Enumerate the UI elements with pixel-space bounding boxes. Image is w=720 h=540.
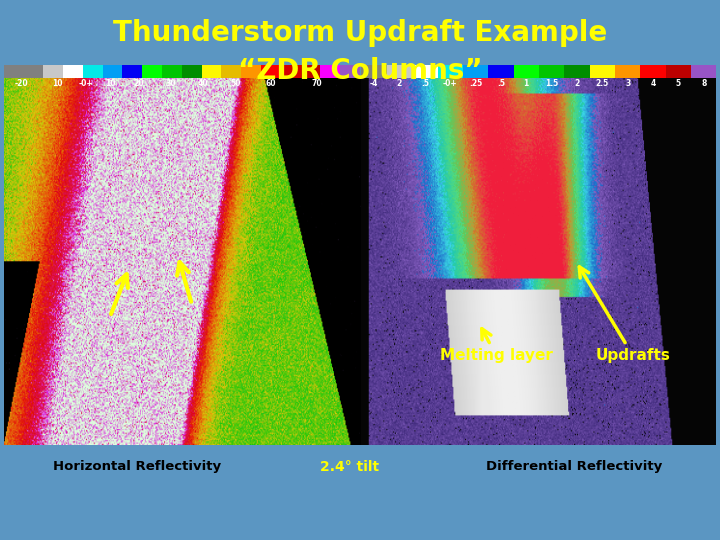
Bar <box>539 65 564 78</box>
Bar <box>615 65 640 78</box>
Bar <box>320 65 340 78</box>
Text: 40: 40 <box>198 79 208 88</box>
Bar <box>438 65 463 78</box>
Text: -4: -4 <box>370 79 378 88</box>
Text: 2: 2 <box>575 79 580 88</box>
Bar <box>122 65 142 78</box>
Bar <box>340 65 360 78</box>
Bar <box>361 65 387 78</box>
Bar <box>301 65 320 78</box>
Text: -20: -20 <box>14 79 28 88</box>
Text: 5: 5 <box>676 79 681 88</box>
Bar <box>241 65 261 78</box>
Bar <box>281 65 301 78</box>
Bar <box>142 65 162 78</box>
Bar <box>102 65 122 78</box>
Bar <box>4 65 23 78</box>
Text: 10: 10 <box>105 79 116 88</box>
Bar <box>83 65 102 78</box>
Bar <box>261 65 281 78</box>
Text: 1.5: 1.5 <box>545 79 558 88</box>
Text: Melting layer: Melting layer <box>440 329 553 363</box>
Bar <box>513 65 539 78</box>
Text: 2: 2 <box>397 79 402 88</box>
Text: Differential Reflectivity: Differential Reflectivity <box>486 460 662 473</box>
Bar <box>181 65 202 78</box>
Text: 60: 60 <box>266 79 276 88</box>
Text: 50: 50 <box>230 79 240 88</box>
Text: -0+: -0+ <box>443 79 457 88</box>
Bar <box>23 65 43 78</box>
Bar <box>463 65 488 78</box>
Bar <box>691 65 716 78</box>
Bar <box>222 65 241 78</box>
Bar <box>202 65 222 78</box>
Bar <box>387 65 412 78</box>
Text: Updrafts: Updrafts <box>580 267 670 363</box>
Text: 30: 30 <box>166 79 176 88</box>
Bar <box>488 65 513 78</box>
Text: 8: 8 <box>701 79 706 88</box>
Bar <box>162 65 181 78</box>
Bar <box>63 65 83 78</box>
Bar <box>412 65 438 78</box>
Text: 20: 20 <box>134 79 144 88</box>
Text: -0+: -0+ <box>78 79 93 88</box>
Bar <box>590 65 615 78</box>
Text: 4: 4 <box>650 79 656 88</box>
Text: .5: .5 <box>420 79 429 88</box>
Text: 2.5: 2.5 <box>595 79 609 88</box>
Bar <box>666 65 691 78</box>
Bar <box>640 65 666 78</box>
Text: 2.4° tilt: 2.4° tilt <box>320 460 379 474</box>
Text: 3: 3 <box>625 79 630 88</box>
Text: .5: .5 <box>497 79 505 88</box>
Text: .25: .25 <box>469 79 482 88</box>
Bar <box>564 65 590 78</box>
Text: Horizontal Reflectivity: Horizontal Reflectivity <box>53 460 221 473</box>
Text: 10: 10 <box>52 79 63 88</box>
Text: 70: 70 <box>312 79 323 88</box>
Text: 1: 1 <box>523 79 529 88</box>
Text: “ZDR Columns”: “ZDR Columns” <box>238 57 482 85</box>
Bar <box>43 65 63 78</box>
Text: Thunderstorm Updraft Example: Thunderstorm Updraft Example <box>113 19 607 47</box>
